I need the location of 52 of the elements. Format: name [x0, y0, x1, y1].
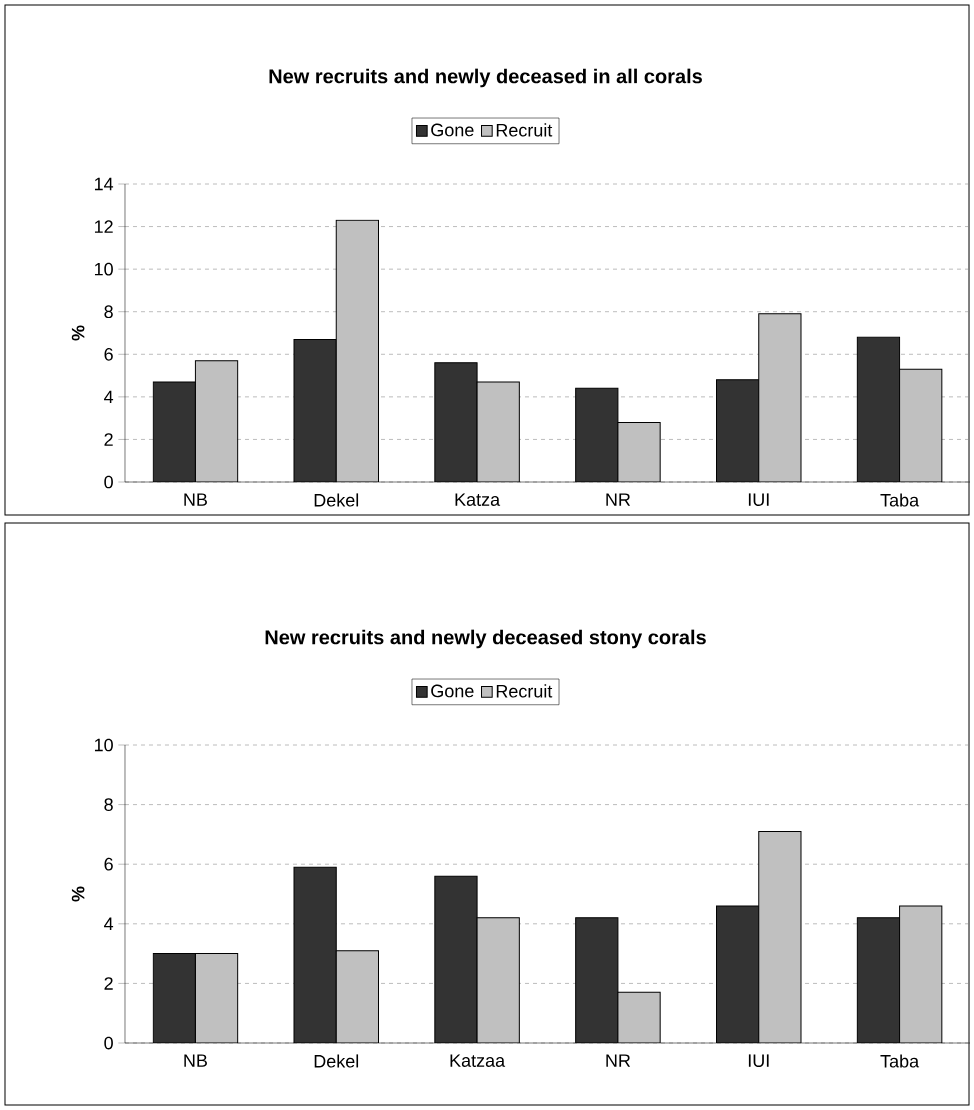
y-tick-label: 6 [104, 857, 113, 871]
y-tick-label: 4 [103, 917, 113, 930]
bar [335, 950, 379, 1044]
x-tick-label: Taba [880, 1054, 919, 1068]
x-tick-label: NB [184, 1054, 207, 1067]
bar [194, 953, 238, 1044]
y-tick-label: 2 [104, 433, 113, 446]
bar [335, 219, 379, 482]
y-tick-label: 6 [104, 347, 113, 361]
bar [758, 830, 802, 1044]
y-tick-label: 0 [104, 1036, 113, 1050]
x-tick-label: Dekel [314, 1054, 358, 1068]
x-tick-label: NR [606, 493, 630, 506]
chart-title: New recruits and newly deceased stony corals [265, 629, 706, 649]
bar [617, 421, 661, 482]
y-tick-label: 8 [104, 798, 113, 811]
legend-label: Gone [430, 684, 474, 698]
y-tick-label: 4 [103, 390, 113, 404]
x-tick-label: NB [184, 493, 207, 506]
x-tick-label: Taba [880, 493, 919, 507]
y-tick-label: 0 [104, 475, 113, 489]
x-tick-label: IUI [748, 1054, 769, 1067]
bar [715, 379, 760, 482]
legend-label: Gone [430, 123, 474, 137]
legend-label: Recruit [496, 684, 552, 698]
bar [856, 336, 900, 482]
legend-label: Recruit [496, 123, 552, 137]
bar [574, 387, 619, 482]
y-tick-label: 2 [104, 977, 113, 990]
x-tick-label: IUI [748, 493, 769, 506]
bar [293, 338, 337, 482]
y-tick-label: 12 [94, 220, 113, 233]
bar [476, 381, 520, 482]
chart-title: New recruits and newly deceased in all corals [269, 68, 702, 88]
x-tick-label: NR [606, 1054, 630, 1067]
bar [617, 991, 661, 1044]
y-tick-label: 10 [94, 738, 113, 752]
y-tick-label: 10 [94, 262, 113, 276]
x-tick-label: Katza [455, 493, 500, 506]
y-tick-label: 8 [104, 305, 113, 319]
bar [194, 360, 238, 482]
bar [898, 368, 943, 482]
bar [758, 313, 802, 482]
bar [898, 905, 943, 1044]
bar [434, 362, 478, 482]
x-tick-label: Katzaa [450, 1054, 505, 1067]
y-tick-label: 14 [94, 177, 113, 191]
y-axis-title: % [71, 325, 85, 341]
bar [476, 917, 520, 1044]
bar [152, 381, 196, 482]
x-tick-label: Dekel [314, 493, 358, 507]
y-axis-title: % [71, 886, 85, 902]
